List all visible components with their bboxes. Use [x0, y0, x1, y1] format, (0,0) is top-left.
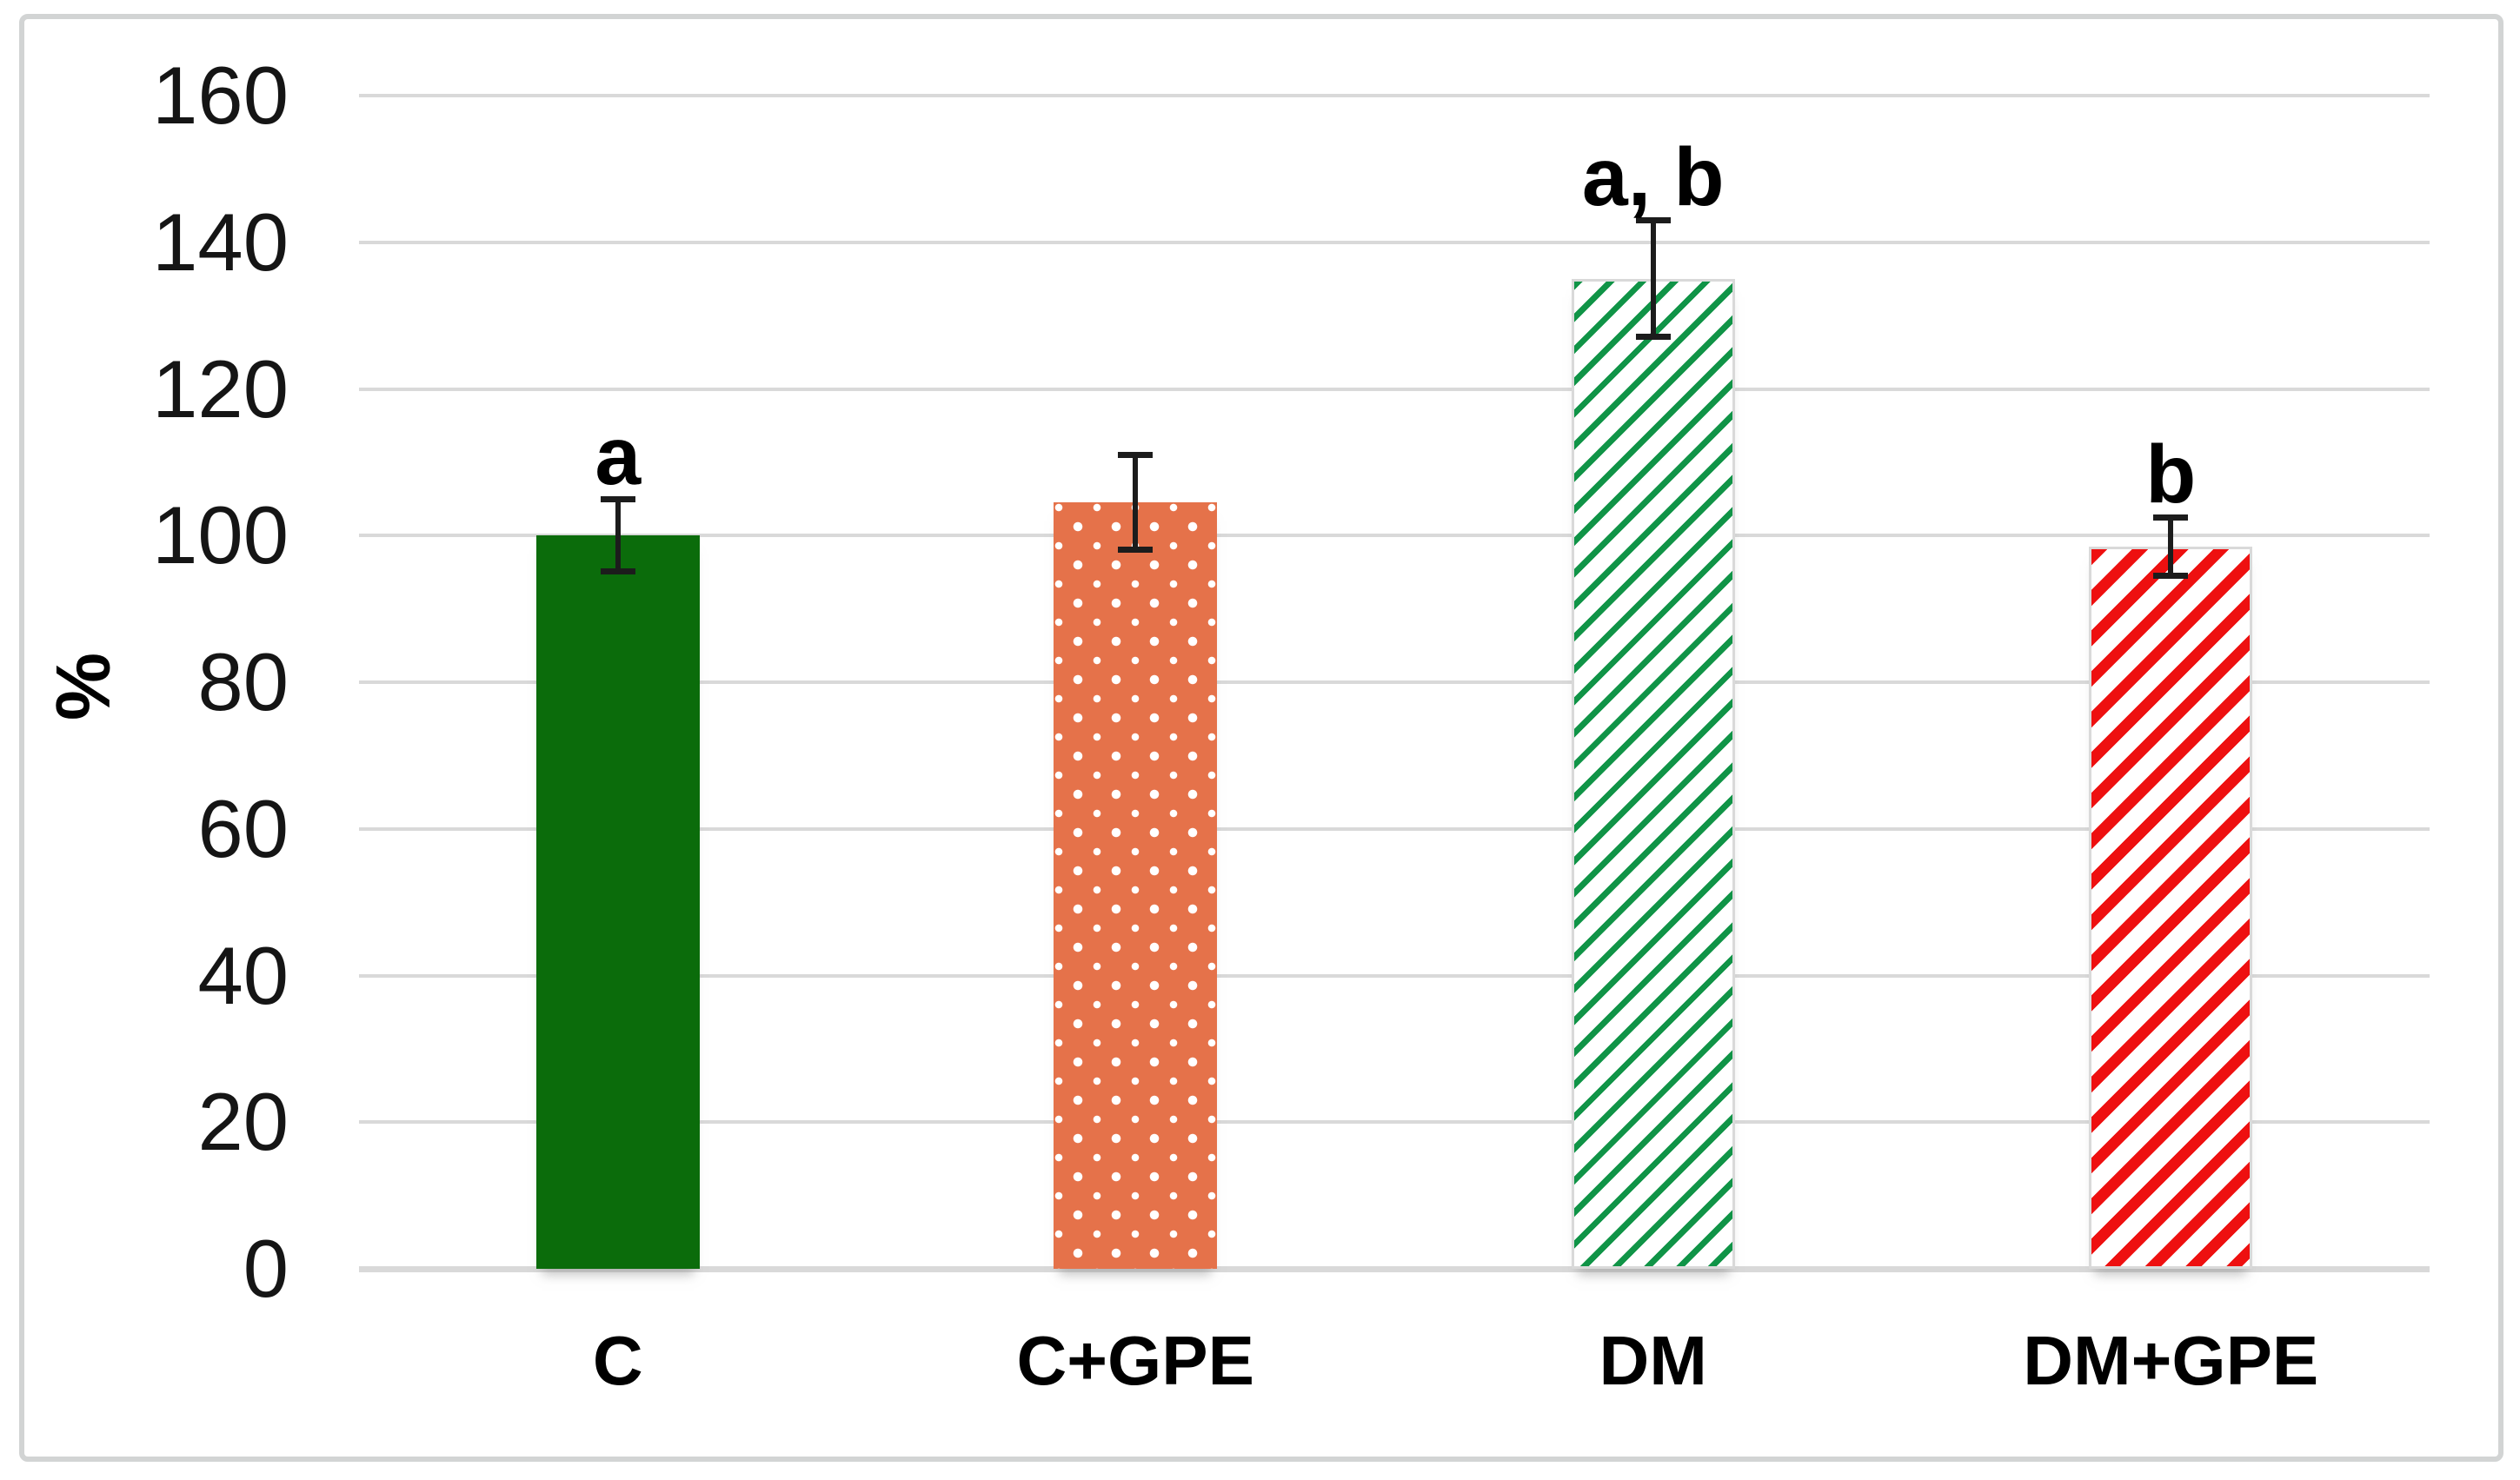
- gridline-y-100: [359, 534, 2430, 538]
- gridline-y-40: [359, 973, 2430, 978]
- x-category-label-C: C: [592, 1322, 643, 1399]
- gridline-y-80: [359, 680, 2430, 684]
- error-bar-line-DM: [1650, 220, 1656, 338]
- error-bar-cap-bottom-C: [600, 568, 635, 575]
- gridline-y-60: [359, 826, 2430, 831]
- x-axis-line: [359, 1266, 2430, 1272]
- bar-C: [535, 535, 700, 1269]
- gridline-y-120: [359, 387, 2430, 391]
- chart-outer-border: [19, 14, 2503, 1462]
- y-tick-label-100: 100: [152, 489, 289, 581]
- x-category-label-DM: DM: [1599, 1322, 1707, 1399]
- bar-DM: [1571, 278, 1735, 1269]
- x-category-label-C+GPE: C+GPE: [1016, 1322, 1254, 1399]
- x-category-label-DM+GPE: DM+GPE: [2023, 1322, 2319, 1399]
- y-tick-label-20: 20: [197, 1076, 289, 1168]
- error-bar-cap-bottom-C+GPE: [1118, 547, 1154, 554]
- bar-DM+GPE: [2089, 546, 2253, 1269]
- error-bar-line-C: [615, 499, 621, 573]
- error-bar-line-C+GPE: [1133, 455, 1139, 551]
- error-bar-cap-top-C+GPE: [1118, 452, 1154, 459]
- y-tick-label-140: 140: [152, 196, 289, 288]
- error-bar-cap-top-C: [600, 496, 635, 503]
- error-bar-cap-bottom-DM+GPE: [2153, 572, 2189, 579]
- gridline-y-160: [359, 94, 2430, 97]
- error-bar-line-DM+GPE: [2168, 517, 2174, 576]
- gridline-y-140: [359, 240, 2430, 244]
- error-bar-cap-top-DM+GPE: [2153, 514, 2189, 521]
- y-tick-label-160: 160: [152, 50, 289, 141]
- significance-label-C: a: [595, 410, 642, 503]
- bar-C+GPE: [1054, 502, 1218, 1269]
- y-tick-label-80: 80: [197, 636, 289, 727]
- gridline-y-20: [359, 1120, 2430, 1125]
- significance-label-DM+GPE: b: [2145, 428, 2197, 521]
- y-tick-label-0: 0: [243, 1223, 289, 1314]
- y-tick-label-40: 40: [197, 929, 289, 1021]
- significance-label-DM: a, b: [1581, 131, 1725, 224]
- y-tick-label-120: 120: [152, 342, 289, 435]
- error-bar-cap-bottom-DM: [1635, 334, 1671, 341]
- y-tick-label-60: 60: [197, 782, 289, 874]
- error-bar-cap-top-DM: [1635, 217, 1671, 224]
